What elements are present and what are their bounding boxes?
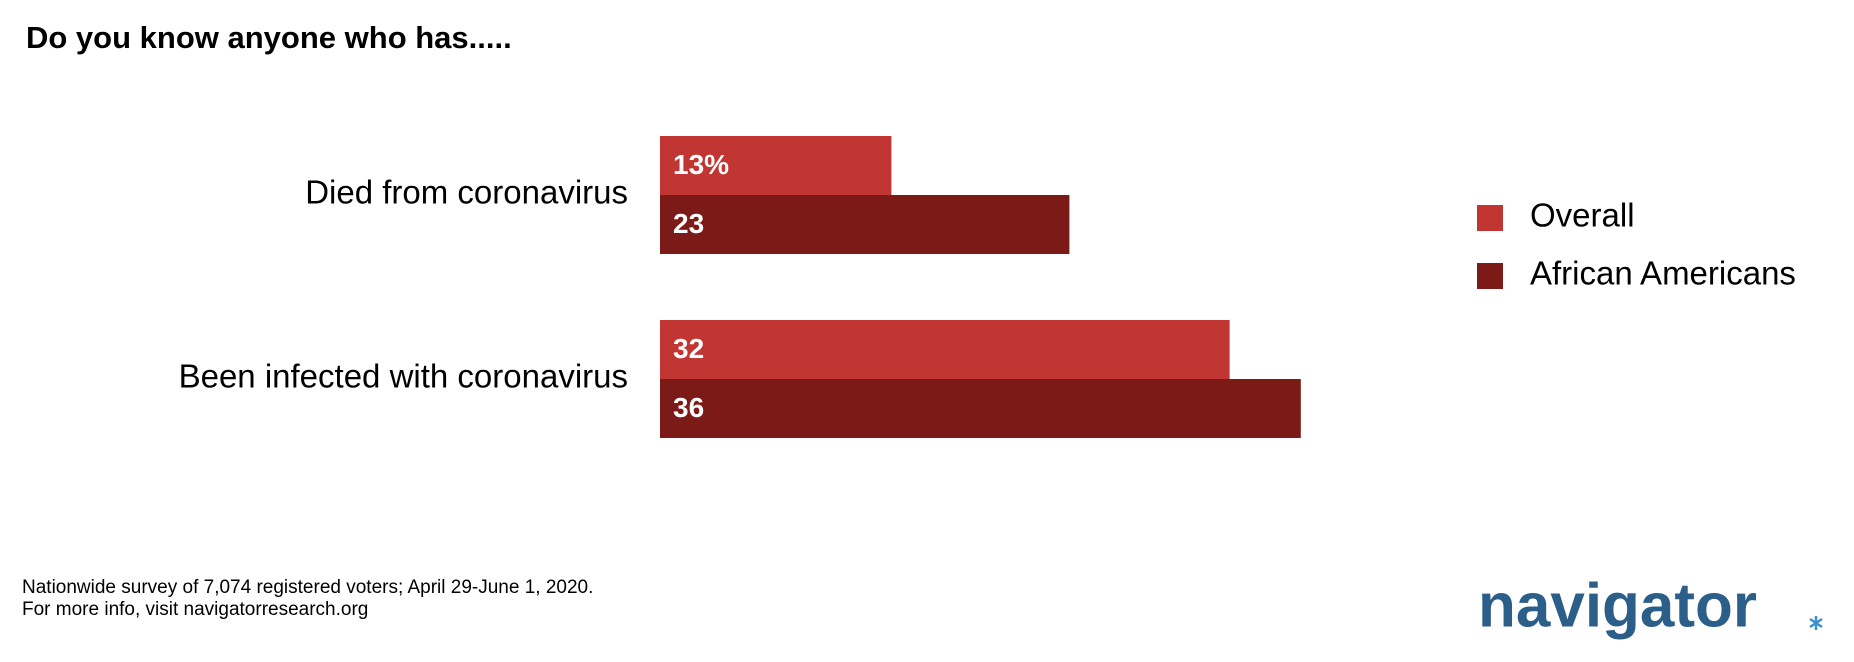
footnote: Nationwide survey of 7,074 registered vo… (22, 577, 593, 598)
legend-label: Overall (1530, 197, 1635, 234)
bar (660, 320, 1230, 379)
category-label: Died from coronavirus (305, 174, 628, 211)
value-label: 23 (673, 208, 704, 239)
logo-asterisk (1809, 616, 1823, 630)
chart-title: Do you know anyone who has..... (26, 20, 512, 55)
bar (660, 379, 1301, 438)
value-label: 32 (673, 333, 704, 364)
legend-swatch (1477, 263, 1503, 289)
legend-label: African Americans (1530, 255, 1796, 292)
bar (660, 136, 892, 195)
footnote: For more info, visit navigatorresearch.o… (22, 599, 368, 620)
value-label: 36 (673, 392, 704, 423)
value-label: 13% (673, 149, 729, 180)
logo: navigator (1478, 571, 1757, 640)
bar (660, 195, 1070, 254)
legend-swatch (1477, 205, 1503, 231)
category-label: Been infected with coronavirus (179, 358, 628, 395)
